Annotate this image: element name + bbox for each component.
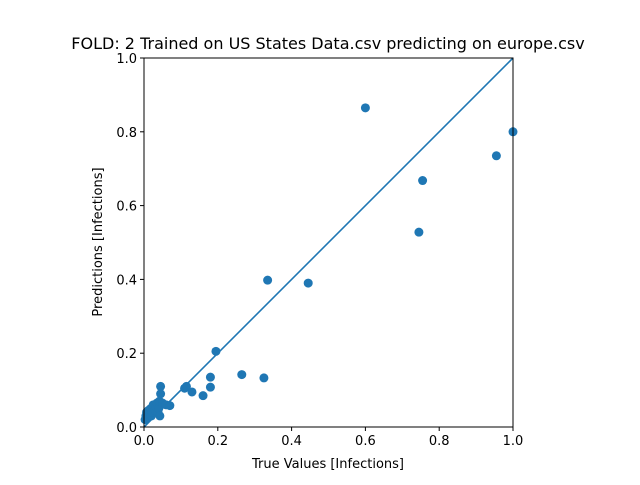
data-point-29 (211, 346, 221, 356)
plot-frame (143, 57, 514, 428)
y-tick-label: 0.8 (116, 126, 137, 141)
y-tick-label: 0.4 (116, 273, 137, 288)
data-point-27 (205, 372, 215, 382)
data-point-30 (237, 370, 247, 380)
data-point-25 (187, 387, 197, 397)
data-points (140, 103, 518, 425)
x-tick-label: 0.0 (134, 434, 155, 449)
x-axis-ticks: 0.0 0.2 0.4 0.6 0.8 1.0 (134, 427, 524, 449)
data-point-32 (263, 275, 273, 285)
y-tick-label: 0.2 (116, 347, 137, 362)
x-axis-label: True Values [Infections] (251, 457, 404, 472)
data-point-18 (156, 389, 166, 399)
data-point-26 (198, 391, 208, 401)
data-point-19 (156, 381, 166, 391)
y-tick-label: 0.6 (116, 200, 137, 215)
data-point-34 (360, 103, 370, 113)
y-tick-label: 0.0 (116, 421, 137, 436)
y-tick-label: 1.0 (116, 52, 137, 67)
x-tick-label: 1.0 (503, 434, 524, 449)
x-tick-label: 0.8 (429, 434, 450, 449)
y-axis-ticks: 0.0 0.2 0.4 0.6 0.8 1.0 (116, 52, 144, 436)
data-point-35 (414, 227, 424, 237)
data-point-36 (418, 176, 428, 186)
data-point-28 (205, 382, 215, 392)
x-tick-label: 0.4 (281, 434, 302, 449)
chart-title: FOLD: 2 Trained on US States Data.csv pr… (71, 34, 584, 53)
x-tick-label: 0.6 (355, 434, 376, 449)
x-tick-label: 0.2 (207, 434, 228, 449)
y-axis-label: Predictions [Infections] (91, 167, 106, 316)
data-point-31 (259, 373, 269, 383)
data-point-33 (303, 278, 313, 288)
data-point-24 (181, 381, 191, 391)
identity-line (143, 57, 514, 428)
data-point-22 (165, 401, 175, 411)
data-point-37 (491, 151, 501, 161)
data-point-17 (155, 411, 165, 421)
